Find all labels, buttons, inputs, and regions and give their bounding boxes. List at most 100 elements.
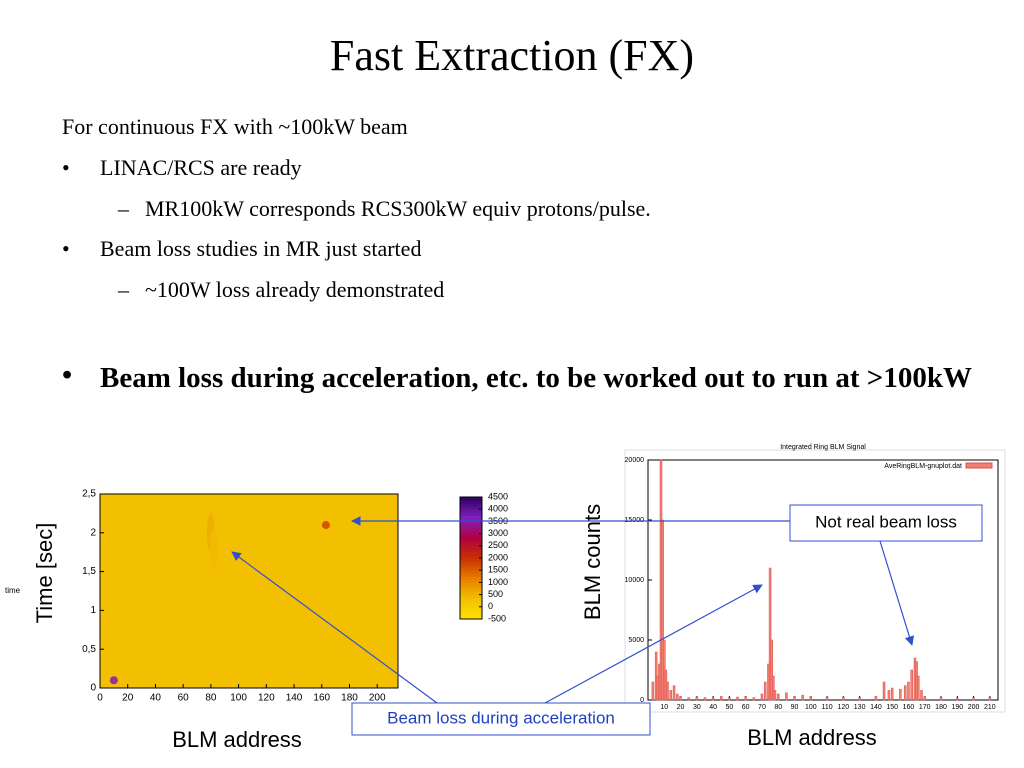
- bar: [687, 697, 690, 701]
- slide-title: Fast Extraction (FX): [329, 31, 695, 80]
- x-tick-label: 100: [805, 704, 817, 711]
- bar: [711, 697, 715, 701]
- colorbar-step: [460, 585, 482, 589]
- x-tick-label: 180: [341, 693, 358, 704]
- y-tick-label: 10000: [625, 577, 645, 584]
- plot-frame: [647, 459, 999, 701]
- x-tick-label: 40: [709, 704, 717, 711]
- bar: [793, 696, 796, 701]
- intro: For continuous FX with ~100kW beam: [62, 114, 408, 139]
- bar: [776, 693, 780, 701]
- bar: [661, 519, 664, 701]
- bar: [679, 696, 682, 701]
- y-tick-label: 0,5: [82, 644, 96, 655]
- bar: [956, 697, 959, 701]
- bar: [882, 681, 886, 701]
- x-tick-label: 100: [230, 693, 247, 704]
- bar: [763, 681, 767, 701]
- y-tick-label: 15000: [625, 517, 645, 524]
- annotation-box: [351, 702, 651, 736]
- bar: [760, 693, 764, 701]
- bar: [858, 697, 861, 701]
- colorbar-step: [460, 539, 482, 544]
- y-tick-label: 0: [90, 683, 96, 694]
- colorbar-label: 500: [488, 589, 503, 599]
- x-tick-label: 60: [178, 693, 190, 704]
- y-tick-label: 20000: [625, 457, 645, 464]
- y-tick-label: 5000: [628, 637, 644, 644]
- bar: [703, 697, 707, 701]
- bar: [736, 696, 739, 701]
- colorbar-step: [460, 521, 482, 525]
- bar: [669, 690, 673, 701]
- bar: [785, 692, 788, 701]
- colorbar-step: [460, 600, 482, 605]
- colorbar-step: [460, 597, 482, 602]
- colorbar-step: [460, 506, 482, 510]
- bar: [920, 690, 923, 701]
- x-tick-label: 200: [369, 693, 386, 704]
- colorbar-step: [460, 509, 482, 513]
- legend-swatch: [965, 462, 993, 469]
- colorbar-label: 0: [488, 601, 493, 611]
- bar: [874, 696, 878, 701]
- bar: [939, 697, 943, 701]
- x-tick-label: 50: [725, 704, 733, 711]
- bar: [972, 697, 975, 701]
- annotation: Beam loss during acceleration: [387, 708, 615, 727]
- colorbar-step: [460, 515, 482, 519]
- bar: [666, 681, 669, 701]
- bar: [676, 693, 679, 701]
- colorbar-step: [460, 551, 482, 556]
- colorbar-step: [460, 524, 482, 528]
- colorbar-step: [460, 536, 482, 541]
- x-tick-label: 0: [97, 693, 103, 704]
- colorbar-step: [460, 582, 482, 586]
- bold-bullet: Beam loss during acceleration, etc. to b…: [100, 362, 972, 394]
- y-tick-label: 1,5: [82, 566, 96, 577]
- bar: [916, 675, 920, 701]
- x-tick-label: 20: [122, 693, 134, 704]
- hot-spot: [209, 528, 218, 569]
- colorbar-step: [460, 548, 482, 553]
- bar: [842, 696, 845, 701]
- bullet-dot: •: [62, 155, 70, 180]
- bar: [672, 685, 676, 701]
- bullet: LINAC/RCS are ready: [100, 155, 302, 180]
- bar: [728, 697, 731, 701]
- colorbar-step: [460, 603, 482, 608]
- colorbar-label: 2000: [488, 552, 508, 562]
- bar: [772, 675, 775, 701]
- x-tick-label: 150: [886, 704, 898, 711]
- y-tick-label: 2: [90, 527, 96, 538]
- y-axis-label: BLM counts: [580, 504, 605, 620]
- x-axis-label: BLM address: [747, 725, 877, 750]
- x-tick-label: 80: [205, 693, 217, 704]
- bar: [651, 681, 655, 701]
- arrow: [231, 551, 438, 704]
- dash: –: [118, 277, 129, 302]
- bar: [809, 696, 813, 701]
- annotation-box: [789, 504, 983, 542]
- x-tick-label: 210: [984, 704, 996, 711]
- colorbar-step: [460, 500, 482, 504]
- colorbar-step: [460, 561, 482, 565]
- colorbar-step: [460, 612, 482, 617]
- colorbar-step: [460, 609, 482, 614]
- bar: [887, 690, 891, 701]
- bar: [770, 639, 773, 701]
- colorbar-label: 4500: [488, 491, 508, 501]
- x-tick-label: 120: [838, 704, 850, 711]
- x-axis-label: BLM address: [172, 727, 302, 752]
- x-tick-label: 180: [935, 704, 947, 711]
- bar: [907, 681, 910, 701]
- bar: [988, 697, 992, 701]
- x-tick-label: 30: [693, 704, 701, 711]
- colorbar-step: [460, 576, 482, 580]
- colorbar-label: 1000: [488, 577, 508, 587]
- bar: [773, 690, 777, 701]
- colorbar-step: [460, 530, 482, 535]
- colorbar-label: 4000: [488, 504, 508, 514]
